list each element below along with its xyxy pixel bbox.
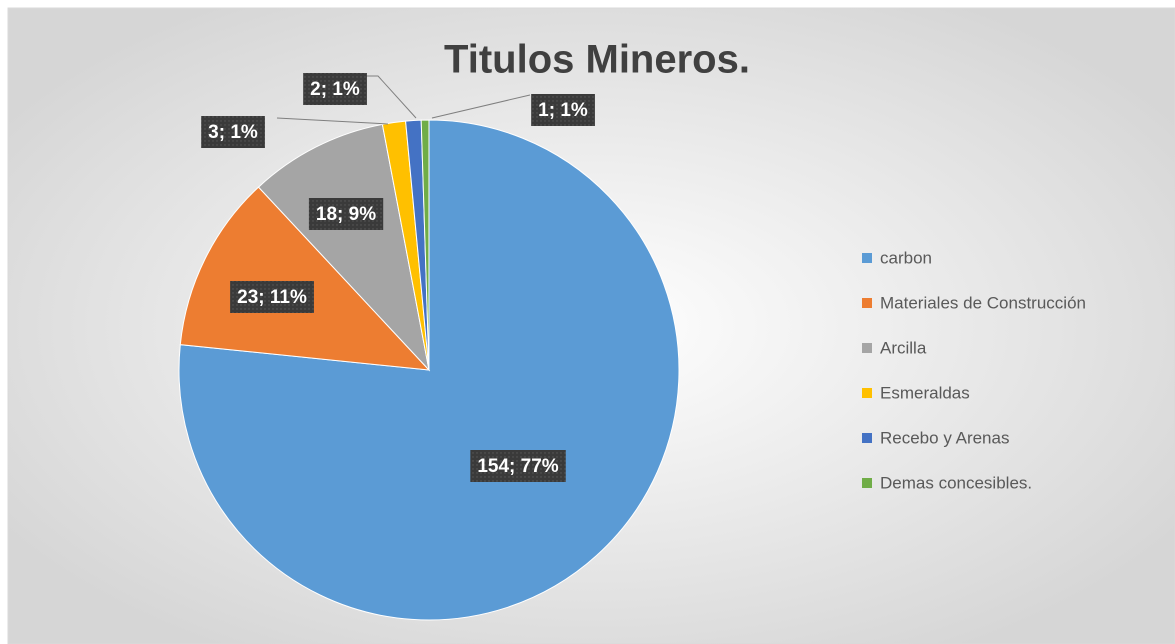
legend-swatch bbox=[862, 343, 872, 353]
legend-label: Demas concesibles. bbox=[880, 473, 1032, 492]
data-label-box bbox=[531, 94, 595, 126]
pie-slice bbox=[420, 119, 430, 371]
legend-swatch bbox=[862, 433, 872, 443]
legend-swatch bbox=[862, 478, 872, 488]
data-label: 3; 1% bbox=[208, 122, 258, 143]
data-label: 154; 77% bbox=[477, 456, 558, 477]
data-label-box bbox=[470, 450, 566, 482]
legend-label: Materiales de Construcción bbox=[880, 293, 1086, 312]
leader-line bbox=[431, 94, 531, 119]
pie-slice bbox=[179, 186, 431, 371]
data-label-box bbox=[230, 281, 314, 313]
data-label: 2; 1% bbox=[310, 79, 360, 100]
legend-swatch bbox=[862, 388, 872, 398]
leader-line bbox=[276, 117, 389, 125]
data-label-box bbox=[308, 198, 384, 230]
data-label: 1; 1% bbox=[538, 100, 588, 121]
data-labels: 154; 77% 23; 11% 18; 9% 3; 1% 2; 1% 1; 1% bbox=[201, 73, 595, 482]
legend-label: Arcilla bbox=[880, 338, 927, 357]
legend-label: Recebo y Arenas bbox=[880, 428, 1009, 447]
legend: carbon Materiales de Construcción Arcilla E… bbox=[862, 248, 1086, 492]
leader-line bbox=[362, 75, 417, 119]
chart-title: Titulos Mineros. bbox=[444, 38, 750, 82]
legend-swatch bbox=[862, 298, 872, 308]
legend-label: carbon bbox=[880, 248, 932, 267]
data-label: 23; 11% bbox=[237, 287, 307, 308]
data-label-box bbox=[303, 73, 367, 105]
legend-label: Esmeraldas bbox=[880, 383, 970, 402]
data-label: 18; 9% bbox=[316, 204, 376, 225]
pie bbox=[178, 119, 680, 621]
pie-slice bbox=[257, 123, 430, 372]
legend-swatch bbox=[862, 253, 872, 263]
data-label-box bbox=[201, 116, 265, 148]
